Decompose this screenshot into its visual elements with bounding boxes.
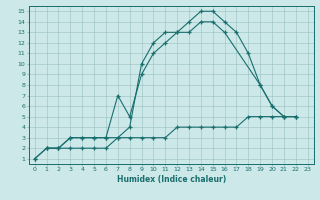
X-axis label: Humidex (Indice chaleur): Humidex (Indice chaleur) — [116, 175, 226, 184]
